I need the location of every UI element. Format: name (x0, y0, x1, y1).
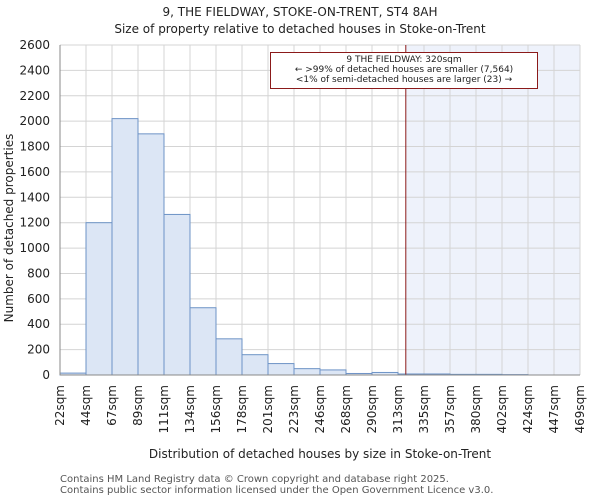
chart-subtitle: Size of property relative to detached ho… (114, 22, 486, 36)
x-tick-label: 469sqm (573, 385, 587, 433)
x-tick-label: 335sqm (417, 385, 431, 433)
plot-area: 0 200 400 600 800 1000 1200 1400 1600 1800 2000 220… (19, 38, 587, 433)
histogram-bar (111, 118, 139, 376)
histogram-bar (215, 338, 243, 376)
y-tick-label: 1600 (19, 165, 50, 179)
histogram-bar (241, 354, 269, 376)
y-tick-label: 400 (27, 317, 50, 331)
x-tick-label: 402sqm (495, 385, 509, 433)
x-tick-label: 246sqm (313, 385, 327, 433)
x-tick-label: 424sqm (521, 385, 535, 433)
x-tick-label: 134sqm (183, 385, 197, 433)
y-tick-label: 200 (27, 343, 50, 357)
x-tick-label: 201sqm (261, 385, 275, 433)
annotation-line-2: ← >99% of detached houses are smaller (7… (294, 65, 514, 75)
highlight-region (405, 45, 580, 375)
histogram-bar (293, 368, 321, 376)
x-axis-label: Distribution of detached houses by size … (149, 447, 491, 461)
x-tick-label: 178sqm (235, 385, 249, 433)
y-tick-label: 2200 (19, 89, 50, 103)
annotation-line-1: 9 THE FIELDWAY: 320sqm (346, 55, 462, 65)
histogram-bar (189, 307, 217, 376)
y-tick-label: 2400 (19, 63, 50, 77)
annotation-box: 9 THE FIELDWAY: 320sqm ← >99% of detache… (270, 52, 538, 89)
y-tick-label: 2000 (19, 114, 50, 128)
footer-line-2: Contains public sector information licen… (60, 485, 494, 496)
x-tick-label: 89sqm (131, 385, 145, 426)
x-tick-label: 447sqm (547, 385, 561, 433)
y-tick-label: 1000 (19, 241, 50, 255)
y-tick-label: 600 (27, 292, 50, 306)
x-tick-label: 156sqm (209, 385, 223, 433)
histogram-bar (137, 133, 165, 376)
y-tick-label: 2600 (19, 38, 50, 52)
histogram-bar (85, 222, 113, 376)
y-tick-label: 800 (27, 266, 50, 280)
x-tick-label: 44sqm (79, 385, 93, 426)
x-tick-label: 268sqm (339, 385, 353, 433)
y-tick-label: 1200 (19, 216, 50, 230)
x-tick-label: 111sqm (157, 385, 171, 433)
x-tick-label: 67sqm (105, 385, 119, 426)
y-tick-label: 0 (42, 368, 50, 382)
histogram-bar (319, 369, 347, 376)
x-tick-label: 313sqm (391, 385, 405, 433)
histogram-bar (163, 213, 191, 376)
x-tick-label: 357sqm (443, 385, 457, 433)
y-axis-label: Number of detached properties (2, 134, 16, 323)
annotation-line-3: <1% of semi-detached houses are larger (… (295, 75, 513, 85)
x-tick-label: 380sqm (469, 385, 483, 433)
chart-title: 9, THE FIELDWAY, STOKE-ON-TRENT, ST4 8AH (162, 5, 437, 19)
x-tick-label: 223sqm (287, 385, 301, 433)
footer-line-1: Contains HM Land Registry data © Crown c… (60, 474, 449, 485)
x-tick-label: 22sqm (53, 385, 67, 426)
x-tick-label: 290sqm (365, 385, 379, 433)
y-tick-label: 1400 (19, 190, 50, 204)
y-tick-label: 1800 (19, 140, 50, 154)
histogram-bar (267, 363, 295, 376)
